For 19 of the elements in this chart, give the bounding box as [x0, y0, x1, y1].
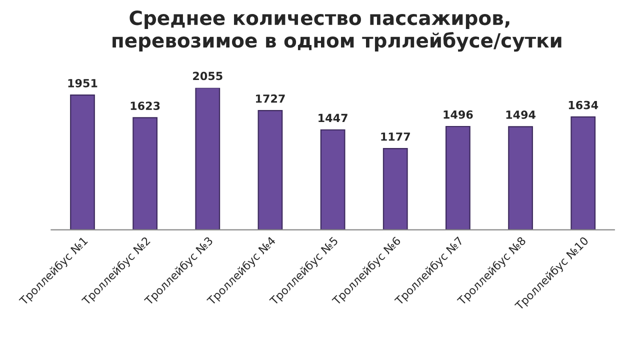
- bar: [258, 110, 283, 230]
- bar: [132, 117, 158, 230]
- data-label: 1496: [444, 110, 473, 119]
- bar: [382, 148, 408, 230]
- data-label: 1727: [256, 94, 285, 103]
- bar: [70, 94, 95, 230]
- data-label: 1951: [68, 78, 98, 88]
- data-label: 1494: [506, 110, 536, 119]
- data-label: 1634: [568, 100, 598, 110]
- bar: [446, 126, 470, 230]
- bar: [570, 116, 596, 230]
- chart-title: Среднее количество пассажиров, перевозимое в одном трллейбусе/сутки: [112, 10, 562, 52]
- data-label: 1447: [318, 114, 348, 122]
- bar: [320, 129, 346, 230]
- bar: [195, 88, 220, 230]
- data-label: 2055: [193, 72, 222, 80]
- data-label: 1177: [381, 132, 410, 141]
- bar: [508, 126, 533, 230]
- data-label: 1623: [130, 102, 160, 110]
